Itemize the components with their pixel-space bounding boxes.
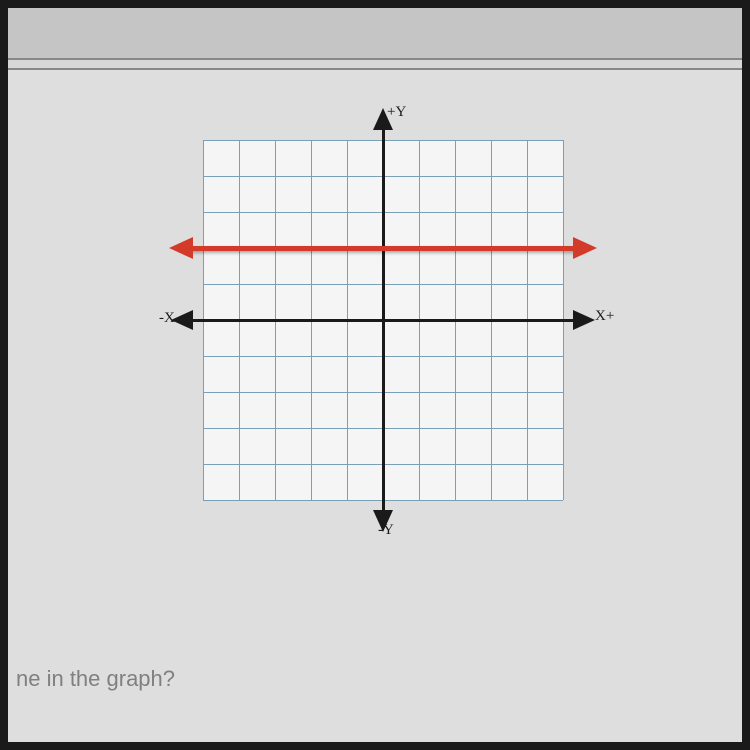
coordinate-graph: +Y -Y X+ -X [173, 110, 593, 530]
y-positive-label: +Y [387, 104, 406, 121]
question-text-fragment: ne in the graph? [16, 666, 175, 692]
y-negative-label: -Y [378, 522, 394, 539]
x-axis-arrow-right-icon [573, 310, 595, 330]
plotted-line [183, 246, 583, 251]
y-axis [382, 120, 385, 520]
content-area: +Y -Y X+ -X ne in the graph? [8, 70, 742, 742]
x-negative-label: -X [159, 310, 175, 327]
x-positive-label: X+ [595, 308, 614, 325]
line-arrow-right-icon [573, 237, 597, 259]
divider [8, 58, 742, 70]
line-arrow-left-icon [169, 237, 193, 259]
top-bar [8, 8, 742, 58]
